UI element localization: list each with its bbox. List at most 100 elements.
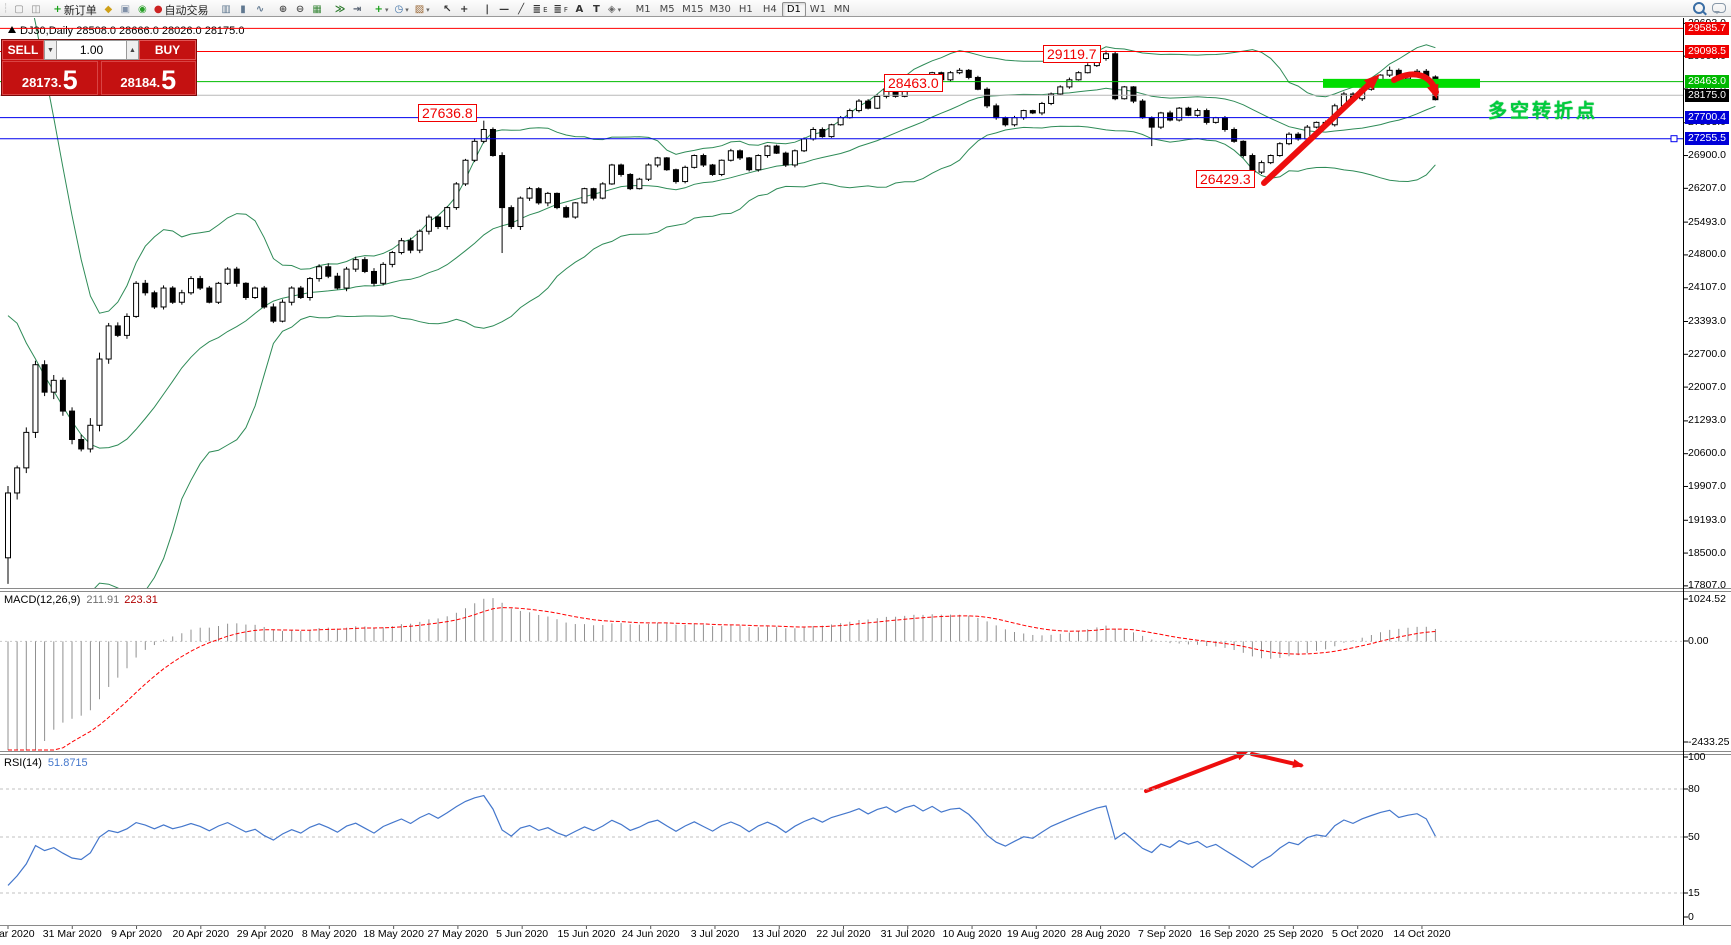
- timeframe-M5[interactable]: M5: [655, 2, 679, 17]
- zoom-out-icon[interactable]: ⊖: [292, 2, 309, 17]
- timeframe-H4[interactable]: H4: [758, 2, 782, 17]
- price-tick: 24107.0: [1688, 281, 1726, 294]
- dropdown-caret-icon: ▾: [384, 5, 389, 14]
- templates-icon[interactable]: ▨ ▾: [412, 2, 433, 17]
- vertical-line-icon: |: [485, 4, 489, 15]
- date-label: 5 Jun 2020: [496, 928, 549, 940]
- periods-icon[interactable]: ◷ ▾: [391, 2, 411, 17]
- dropdown-caret-icon: ▾: [405, 5, 409, 14]
- timeframe-D1[interactable]: D1: [781, 2, 806, 17]
- zoom-window-icon: ◫: [31, 4, 41, 15]
- timeframe-H1[interactable]: H1: [734, 2, 758, 17]
- price-tick: 26900.0: [1688, 149, 1726, 162]
- zoom-window-icon[interactable]: ◫: [27, 2, 44, 17]
- volume-input[interactable]: [57, 40, 126, 60]
- fibonacci-icon[interactable]: ≣ F: [551, 2, 571, 17]
- date-label: 31 Mar 2020: [42, 928, 102, 940]
- timeframe-MN[interactable]: MN: [830, 2, 854, 17]
- date-label: 18 May 2020: [363, 928, 424, 940]
- macd-name: MACD(12,26,9): [4, 594, 81, 606]
- volume-increase-button[interactable]: ▲: [126, 40, 139, 60]
- line-chart-icon[interactable]: ∿: [252, 2, 269, 17]
- price-badge: 27700.4: [1685, 111, 1729, 125]
- auto-scroll-icon[interactable]: ≫: [332, 2, 349, 17]
- one-click-trade-panel: SELL ▼ ▲ BUY 28173.5 28184.5: [1, 39, 197, 96]
- callout-june-high[interactable]: 27636.8: [418, 104, 477, 122]
- callout-sep-low[interactable]: 26429.3: [1196, 170, 1255, 188]
- trade-panel-row: SELL ▼ ▲ BUY: [2, 40, 196, 60]
- bar-chart-icon: ▥: [221, 4, 231, 15]
- text-label-icon[interactable]: T: [588, 2, 605, 17]
- timeframe-M15[interactable]: M15: [679, 2, 706, 17]
- buy-price[interactable]: 28184. 5: [100, 61, 196, 95]
- timeframe-M1[interactable]: M1: [631, 2, 655, 17]
- callout-high[interactable]: 29119.7: [1043, 45, 1101, 63]
- text-icon[interactable]: A: [571, 2, 588, 17]
- search-icon: [1693, 2, 1705, 14]
- date-label: 10 Aug 2020: [942, 928, 1002, 940]
- date-label: 31 Jul 2020: [880, 928, 935, 940]
- callout-resistance[interactable]: 28463.0: [884, 74, 943, 92]
- publish-icon[interactable]: ▣: [117, 2, 134, 17]
- dropdown-caret-icon: ▾: [617, 5, 622, 14]
- timeframe-W1[interactable]: W1: [806, 2, 830, 17]
- sell-button[interactable]: SELL: [2, 40, 44, 60]
- new-order-button-label: 新订单: [63, 3, 97, 17]
- rsi-label: RSI(14) 51.8715: [4, 757, 88, 769]
- price-tick: 25493.0: [1688, 215, 1726, 228]
- crosshair-icon[interactable]: +: [456, 2, 473, 17]
- rsi-tick: 100: [1688, 750, 1706, 763]
- rsi-tick: 80: [1688, 782, 1700, 795]
- date-label: 2 Mar 2020: [0, 928, 35, 940]
- date-axis[interactable]: 2 Mar 2020 31 Mar 2020 9 Apr 2020 20 Apr 20…: [0, 926, 1683, 945]
- vertical-line-icon[interactable]: |: [479, 2, 496, 17]
- equidistant-channel-icon: ≣: [532, 4, 542, 15]
- chart-shift-icon[interactable]: ⇥: [349, 2, 366, 17]
- macd-tick: -2433.25: [1688, 735, 1730, 748]
- trendline-icon[interactable]: ╱: [513, 2, 530, 17]
- date-label: 3 Jul 2020: [690, 928, 740, 940]
- date-label: 28 Aug 2020: [1071, 928, 1131, 940]
- equidistant-channel-icon[interactable]: ≣ E: [530, 2, 551, 17]
- indicators-icon: +: [374, 4, 383, 15]
- volume-decrease-button[interactable]: ▼: [44, 40, 57, 60]
- line-chart-icon: ∿: [255, 4, 265, 15]
- price-tick: 19193.0: [1688, 513, 1726, 526]
- date-label: 27 May 2020: [427, 928, 489, 940]
- price-badge: 29098.5: [1685, 44, 1729, 58]
- turning-point-annotation[interactable]: 多空转折点: [1488, 101, 1599, 122]
- tile-windows-icon[interactable]: ▦: [309, 2, 326, 17]
- buy-price-frac: 5: [161, 65, 177, 95]
- macd-tick: 1024.52: [1688, 592, 1726, 605]
- signal-icon[interactable]: ◉: [134, 2, 151, 17]
- indicators-icon[interactable]: + ▾: [372, 2, 392, 17]
- cursor-icon[interactable]: ↖: [439, 2, 456, 17]
- buy-button[interactable]: BUY: [139, 40, 196, 60]
- horizontal-line-icon: —: [499, 4, 510, 15]
- sell-price[interactable]: 28173. 5: [2, 61, 98, 95]
- macd-signal-value: 223.31: [124, 594, 158, 606]
- price-badge: 29585.7: [1685, 21, 1729, 35]
- date-label: 14 Oct 2020: [1393, 928, 1451, 940]
- autotrading-button[interactable]: ● 自动交易: [151, 2, 212, 17]
- price-axis[interactable]: 29693.029000.028307.027593.026900.026207…: [1684, 0, 1731, 945]
- zoom-in-icon[interactable]: ⊕: [275, 2, 292, 17]
- bar-chart-icon[interactable]: ▥: [218, 2, 235, 17]
- search-button[interactable]: [1690, 1, 1708, 16]
- funnel-icon: ◆: [104, 4, 113, 15]
- toolbar: ┆ ▢ ◫ + 新订单 ◆ ▣ ◉ ● 自动交易 ▥ ▮ ∿ ⊕ ⊖ ▦ ≫ ⇥ + ▾ ◷ ▾ ▨ ▾ ↖ + | — ╱ ≣ E ≣ F A…: [0, 0, 1731, 17]
- dropdown-caret-icon: ▾: [426, 5, 430, 14]
- horizontal-line-icon[interactable]: —: [496, 2, 513, 17]
- timeframe-M30[interactable]: M30: [707, 2, 734, 17]
- chat-button[interactable]: [1709, 1, 1729, 16]
- funnel-icon[interactable]: ◆: [100, 2, 117, 17]
- candlestick-chart-icon[interactable]: ▮: [235, 2, 252, 17]
- new-order-button[interactable]: + 新订单: [50, 2, 99, 17]
- chart-shift-icon: ⇥: [352, 4, 362, 15]
- window-icon[interactable]: ▢: [10, 2, 27, 17]
- window-collapse-icon[interactable]: [8, 26, 16, 33]
- periods-icon: ◷: [394, 4, 404, 15]
- shapes-icon[interactable]: ◈ ▾: [605, 2, 624, 17]
